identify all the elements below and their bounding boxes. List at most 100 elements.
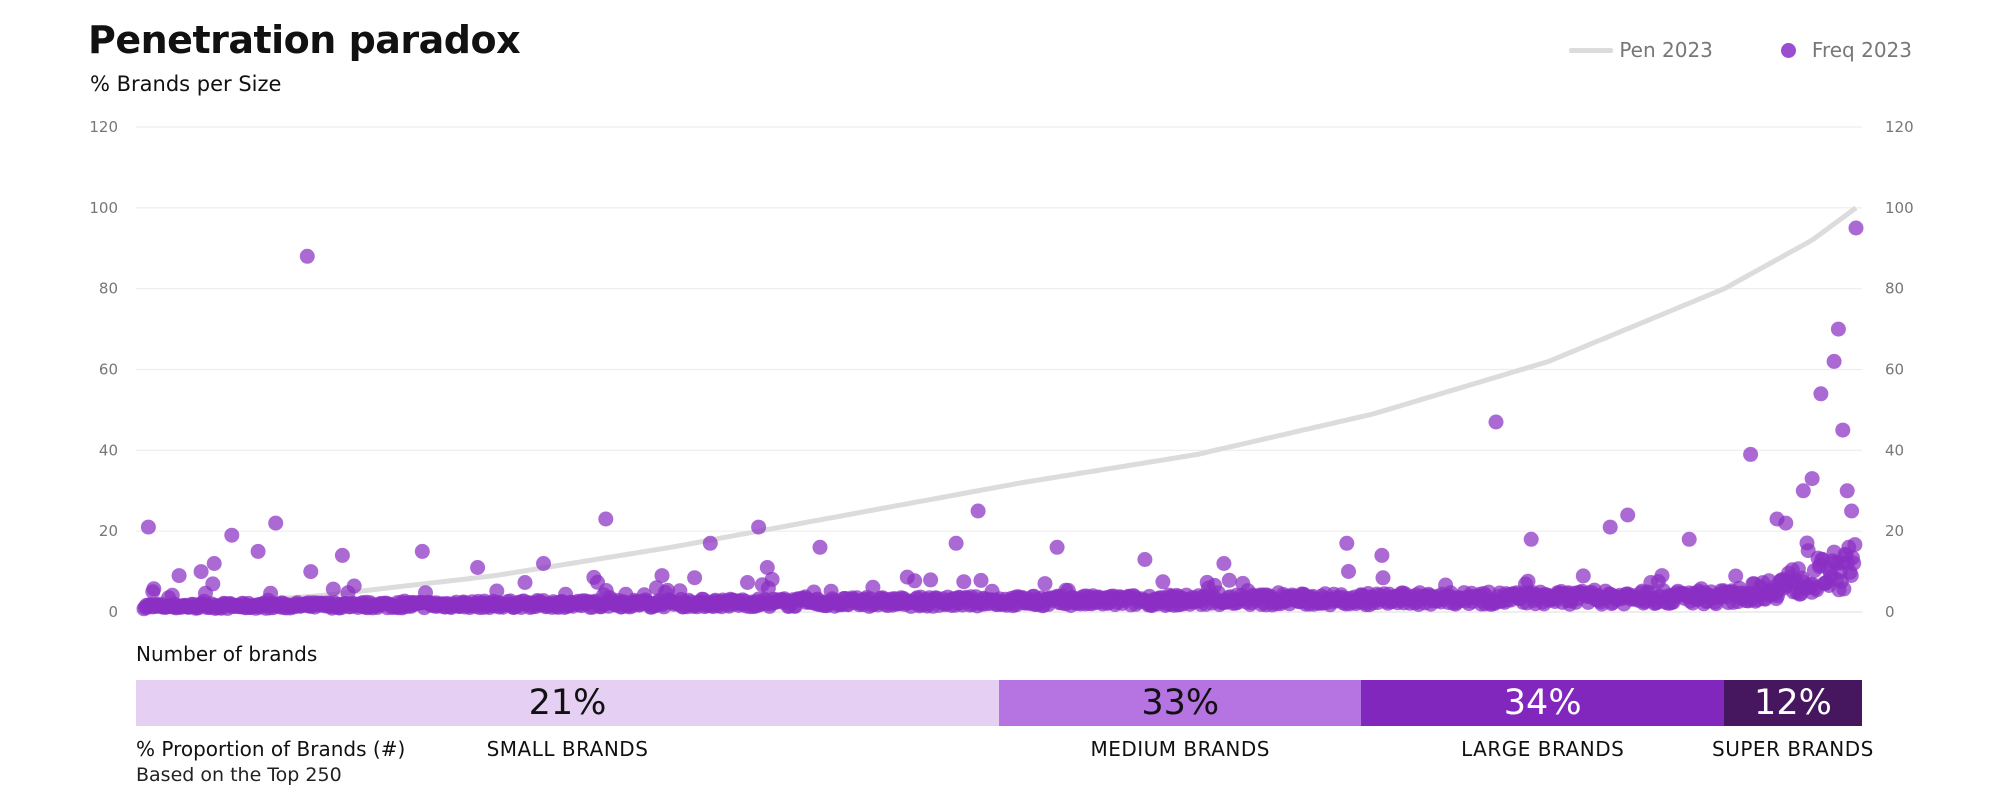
freq-2023-points — [136, 220, 1864, 617]
label-super-brands: SUPER BRANDS — [1712, 737, 1874, 761]
freq-point — [1654, 568, 1670, 584]
label-large-brands: LARGE BRANDS — [1461, 737, 1625, 761]
y-tick-label-left: 60 — [99, 361, 118, 379]
freq-point — [1488, 414, 1504, 430]
freq-point — [536, 556, 551, 571]
freq-point — [171, 568, 187, 584]
segment-small-brands: 21% — [136, 680, 999, 726]
freq-point — [1037, 576, 1053, 592]
freq-point — [1620, 507, 1636, 523]
freq-point — [740, 575, 755, 590]
number-of-brands-label: Number of brands — [136, 642, 318, 666]
freq-point — [1804, 471, 1820, 487]
scatter-chart: 0 20 40 60 80 100 120 0 20 40 60 80 100 120 — [89, 118, 1914, 621]
legend-line-swatch — [1569, 47, 1614, 53]
freq-point — [205, 576, 221, 592]
freq-point — [325, 581, 341, 597]
brand-share-bar: 21% 33% 34% 12% — [136, 680, 1862, 726]
segment-medium-brands: 33% — [999, 680, 1362, 726]
y-tick-label-left: 100 — [89, 199, 118, 217]
freq-point — [973, 572, 989, 588]
freq-point — [334, 547, 350, 563]
freq-point — [764, 571, 780, 587]
label-medium-brands: MEDIUM BRANDS — [1090, 737, 1270, 761]
freq-point — [812, 539, 828, 555]
y-tick-label-right: 100 — [1885, 199, 1914, 217]
freq-point — [865, 579, 881, 595]
freq-point — [1839, 483, 1855, 499]
freq-point — [489, 583, 505, 599]
y-tick-label-left: 120 — [89, 118, 118, 136]
freq-point — [1341, 564, 1356, 579]
freq-point — [923, 572, 939, 588]
freq-point — [346, 578, 362, 594]
freq-point — [1795, 483, 1811, 499]
freq-point — [970, 503, 986, 519]
freq-point — [1835, 422, 1851, 438]
freq-point — [1221, 572, 1237, 588]
chart-subtitle: % Brands per Size — [90, 72, 282, 96]
freq-point — [1339, 535, 1355, 551]
freq-point — [470, 560, 486, 575]
legend-dot-swatch — [1780, 42, 1796, 58]
freq-point — [1778, 515, 1794, 531]
legend-item-pen[interactable]: Pen 2023 — [1569, 38, 1713, 62]
freq-point — [1523, 531, 1539, 547]
chart-title: Penetration paradox — [88, 18, 521, 62]
freq-point — [759, 560, 775, 575]
freq-point — [1826, 353, 1842, 369]
y-tick-label-left: 80 — [99, 280, 118, 298]
freq-point — [1843, 568, 1859, 583]
freq-point — [1847, 537, 1863, 553]
freq-point — [268, 515, 284, 531]
freq-point — [193, 564, 209, 580]
freq-point — [224, 527, 240, 543]
freq-point — [687, 570, 703, 586]
freq-point — [1848, 220, 1864, 236]
y-tick-label-left: 40 — [99, 441, 118, 459]
freq-point — [414, 543, 430, 559]
freq-point — [140, 519, 156, 535]
freq-point — [1049, 539, 1065, 555]
freq-point — [1216, 556, 1232, 571]
freq-point — [517, 575, 533, 590]
freq-point — [598, 511, 614, 527]
legend: Pen 2023 Freq 2023 — [1569, 38, 1912, 62]
freq-point — [1155, 574, 1171, 590]
legend-label-freq: Freq 2023 — [1811, 38, 1912, 62]
label-small-brands: SMALL BRANDS — [486, 737, 649, 761]
y-tick-label-left: 0 — [108, 603, 118, 621]
freq-point — [1836, 581, 1852, 597]
freq-point — [299, 248, 315, 264]
legend-label-pen: Pen 2023 — [1619, 38, 1713, 62]
y-tick-label-right: 40 — [1885, 441, 1904, 459]
y-tick-label-right: 60 — [1885, 361, 1904, 379]
segment-large-brands: 34% — [1361, 680, 1724, 726]
freq-point — [948, 535, 964, 551]
y-tick-label-right: 80 — [1885, 280, 1904, 298]
y-tick-label-right: 120 — [1885, 118, 1914, 136]
freq-point — [1137, 552, 1153, 567]
legend-item-freq[interactable]: Freq 2023 — [1780, 38, 1912, 62]
freq-point — [1844, 503, 1860, 519]
freq-point — [1374, 547, 1390, 563]
freq-point — [1813, 386, 1829, 402]
freq-point — [1375, 570, 1391, 586]
freq-point — [145, 584, 161, 600]
freq-point — [751, 519, 767, 535]
freq-point — [1728, 568, 1744, 584]
based-on-label: Based on the Top 250 — [136, 764, 342, 786]
freq-point — [1575, 568, 1591, 584]
y-tick-label-right: 0 — [1885, 603, 1895, 621]
freq-point — [1743, 446, 1759, 462]
freq-point — [206, 556, 222, 571]
pen-2023-line — [143, 205, 1858, 611]
freq-point — [1830, 321, 1846, 337]
y-tick-label-right: 20 — [1885, 522, 1904, 540]
freq-point — [702, 535, 718, 551]
proportion-label: % Proportion of Brands (#) — [136, 737, 406, 761]
freq-point — [654, 568, 670, 584]
freq-point — [956, 574, 972, 590]
freq-point — [303, 564, 319, 580]
freq-point — [1681, 531, 1697, 547]
